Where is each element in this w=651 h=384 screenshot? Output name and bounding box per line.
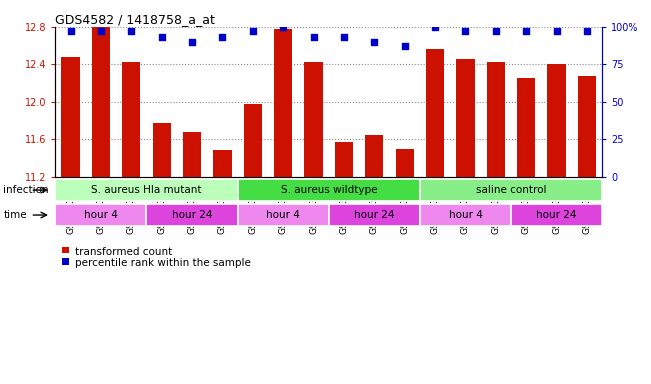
- Bar: [547, 64, 566, 177]
- Bar: [305, 61, 323, 177]
- Text: transformed count: transformed count: [76, 247, 173, 257]
- Bar: [511, 204, 602, 226]
- Bar: [329, 204, 420, 226]
- Point: [369, 39, 380, 45]
- Text: saline control: saline control: [476, 185, 546, 195]
- Bar: [335, 142, 353, 177]
- Bar: [456, 59, 475, 177]
- Point: [460, 28, 471, 35]
- Bar: [274, 29, 292, 177]
- Text: hour 4: hour 4: [266, 210, 300, 220]
- Point: [187, 39, 197, 45]
- Text: infection: infection: [3, 185, 49, 195]
- Bar: [122, 61, 141, 177]
- Text: GDS4582 / 1418758_a_at: GDS4582 / 1418758_a_at: [55, 13, 215, 26]
- Bar: [61, 57, 79, 177]
- Bar: [238, 179, 420, 201]
- Point: [217, 34, 228, 40]
- Point: [491, 28, 501, 35]
- Text: S. aureus Hla mutant: S. aureus Hla mutant: [91, 185, 202, 195]
- Point: [521, 28, 531, 35]
- Text: hour 24: hour 24: [354, 210, 395, 220]
- Point: [247, 28, 258, 35]
- Bar: [420, 204, 511, 226]
- Point: [430, 24, 440, 30]
- Bar: [214, 151, 232, 177]
- Bar: [238, 204, 329, 226]
- Bar: [396, 149, 414, 177]
- Point: [65, 28, 76, 35]
- Bar: [487, 61, 505, 177]
- Point: [400, 43, 410, 50]
- Bar: [426, 50, 444, 177]
- Point: [309, 34, 319, 40]
- Text: S. aureus wildtype: S. aureus wildtype: [281, 185, 377, 195]
- Text: hour 4: hour 4: [84, 210, 118, 220]
- Point: [126, 28, 137, 35]
- Bar: [243, 104, 262, 177]
- Bar: [183, 132, 201, 177]
- Bar: [152, 123, 171, 177]
- Text: hour 24: hour 24: [172, 210, 212, 220]
- Bar: [365, 134, 383, 177]
- Text: time: time: [3, 210, 27, 220]
- Point: [278, 24, 288, 30]
- Point: [96, 28, 106, 35]
- Point: [582, 28, 592, 35]
- Text: hour 4: hour 4: [449, 210, 482, 220]
- Bar: [55, 204, 146, 226]
- Bar: [578, 76, 596, 177]
- Point: [156, 34, 167, 40]
- Text: percentile rank within the sample: percentile rank within the sample: [76, 258, 251, 268]
- Bar: [517, 78, 535, 177]
- Point: [339, 34, 349, 40]
- Point: [551, 28, 562, 35]
- Text: hour 24: hour 24: [536, 210, 577, 220]
- Bar: [420, 179, 602, 201]
- Bar: [55, 179, 238, 201]
- Bar: [92, 0, 110, 177]
- Bar: [146, 204, 238, 226]
